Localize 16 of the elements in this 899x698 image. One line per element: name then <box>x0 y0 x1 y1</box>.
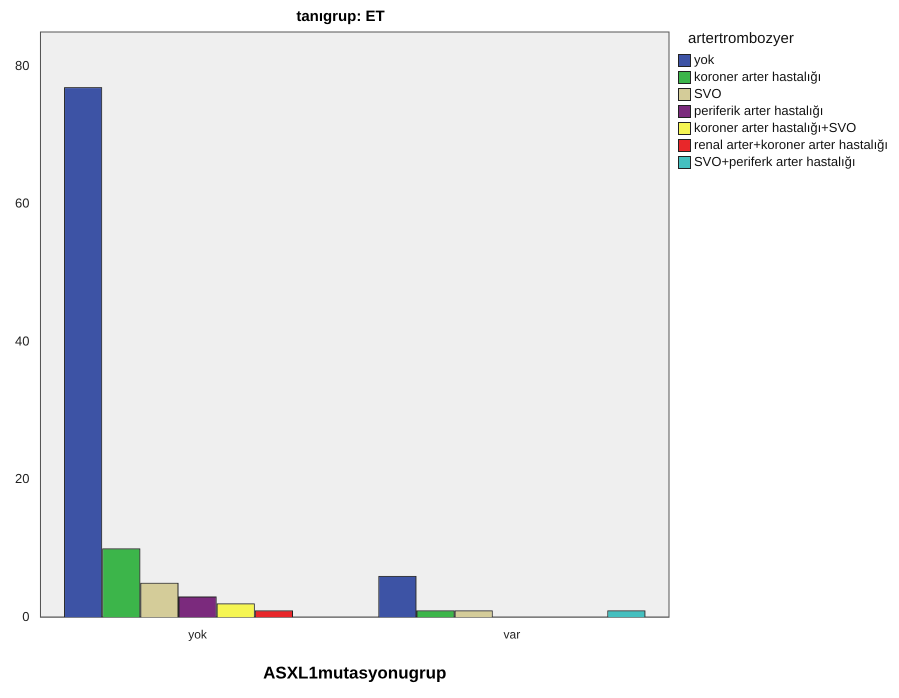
x-axis-title: ASXL1mutasyonugrup <box>263 663 446 682</box>
legend-label: koroner arter hastalığı <box>694 69 822 84</box>
y-tick-label: 40 <box>14 333 30 348</box>
y-tick-label: 20 <box>14 471 30 486</box>
legend-label: yok <box>694 52 714 67</box>
chart-title: tanıgrup: ET <box>296 8 385 26</box>
legend-label: renal arter+koroner arter hastalığı <box>694 137 888 152</box>
legend-label: SVO <box>694 86 722 101</box>
legend-label: koroner arter hastalığı+SVO <box>694 120 856 135</box>
y-tick-label: 80 <box>14 58 30 73</box>
legend-label: periferik arter hastalığı <box>694 103 824 118</box>
legend-title: artertrombozyer <box>687 30 795 47</box>
y-tick-label: 60 <box>14 196 30 211</box>
y-tick-label: 0 <box>22 608 30 624</box>
legend-label: SVO+periferk arter hastalığı <box>694 154 856 169</box>
x-tick-label: var <box>504 628 520 642</box>
